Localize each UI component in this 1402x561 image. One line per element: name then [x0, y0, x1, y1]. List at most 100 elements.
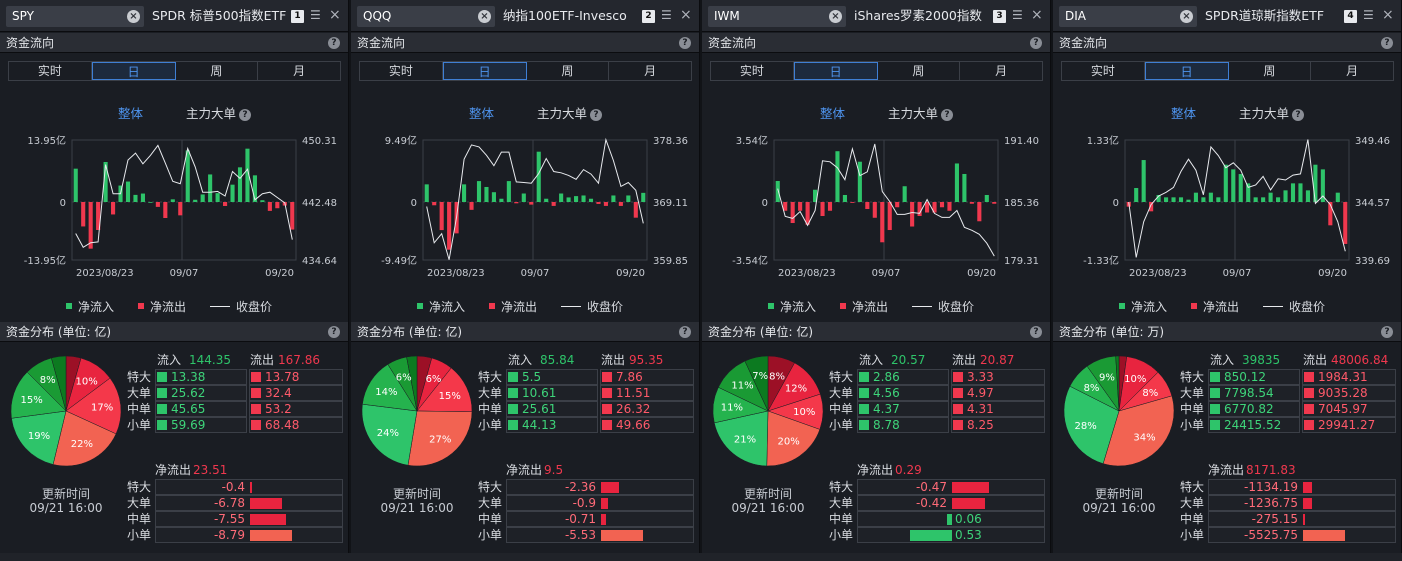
outflow-cell: 7045.97: [1302, 401, 1396, 417]
period-tab-3[interactable]: 月: [293, 64, 306, 78]
pie-slice: [1063, 385, 1120, 464]
outflow-cell-bar: [602, 420, 612, 430]
period-tab-0[interactable]: 实时: [1062, 62, 1145, 80]
flow-bar: [984, 194, 989, 202]
legend-close-line: [912, 306, 932, 307]
flow-bar: [566, 197, 571, 202]
legend-outflow-label: 净流出: [501, 300, 538, 314]
period-tab-2[interactable]: 周: [1229, 62, 1312, 80]
settings-sliders-icon[interactable]: ☰: [1363, 8, 1374, 22]
symbol-input[interactable]: QQQ ×: [357, 6, 495, 27]
fund-flow-chart: 9.49亿 0 -9.49亿 378.36 369.11 359.85 2023/08/23…: [381, 134, 688, 279]
flow-bar: [1231, 169, 1236, 202]
x-tick: 2023/08/23: [778, 268, 836, 279]
mode-overall-tab[interactable]: 整体: [1171, 106, 1197, 121]
outflow-cell-bar: [1304, 388, 1314, 398]
help-icon[interactable]: ?: [1292, 109, 1305, 121]
flow-bar: [447, 202, 452, 250]
clear-icon[interactable]: ×: [127, 10, 140, 23]
clear-icon[interactable]: ×: [829, 10, 842, 23]
symbol-text: DIA: [1065, 9, 1086, 23]
pie-label: 15%: [439, 391, 461, 402]
period-tab-1[interactable]: 日: [1144, 62, 1229, 80]
mode-main-tab[interactable]: 主力大单?: [186, 103, 252, 122]
period-tab-0[interactable]: 实时: [711, 62, 794, 80]
panel-index-badge: 3: [993, 10, 1006, 23]
etf-panel-dia: DIA × SPDR道琼斯指数ETF 4 ☰ × 资金流向? 实时日周 月整体 主力大单? 1.33…: [1053, 0, 1402, 561]
symbol-input[interactable]: DIA ×: [1059, 6, 1197, 27]
inflow-cell-value: 10.61: [522, 386, 557, 400]
close-icon[interactable]: ×: [329, 7, 341, 23]
chart-legend: 净流入 净流出 收盘价: [0, 299, 349, 315]
flow-bar: [805, 202, 810, 225]
flow-bar: [887, 202, 892, 231]
legend-outflow: 净流出: [489, 299, 537, 315]
x-tick: 2023/08/23: [1129, 268, 1187, 279]
flow-bar: [193, 199, 198, 202]
help-icon[interactable]: ?: [679, 37, 691, 49]
symbol-input[interactable]: IWM ×: [708, 6, 846, 27]
help-icon[interactable]: ?: [941, 109, 954, 121]
help-icon[interactable]: ?: [328, 326, 340, 338]
settings-sliders-icon[interactable]: ☰: [310, 8, 321, 22]
help-icon[interactable]: ?: [679, 326, 691, 338]
settings-sliders-icon[interactable]: ☰: [1012, 8, 1023, 22]
inflow-cell: 13.38: [155, 369, 247, 385]
mode-main-tab[interactable]: 主力大单?: [888, 103, 954, 122]
help-icon[interactable]: ?: [239, 109, 252, 121]
symbol-input[interactable]: SPY ×: [6, 6, 144, 27]
outflow-total: 流出 95.35: [601, 351, 663, 368]
y-left-tick: 13.95亿: [27, 134, 66, 147]
legend-outflow-swatch: [138, 303, 144, 309]
help-icon[interactable]: ?: [590, 109, 603, 121]
period-tab-1[interactable]: 日: [793, 62, 878, 80]
period-tab-3[interactable]: 月: [644, 64, 657, 78]
close-price-line: [426, 137, 644, 260]
mode-main-tab[interactable]: 主力大单?: [1239, 103, 1305, 122]
flow-bar: [895, 202, 900, 208]
flow-bar: [81, 202, 86, 227]
period-tab-2[interactable]: 周: [527, 62, 610, 80]
outflow-cell-value: 13.78: [265, 370, 300, 384]
clear-icon[interactable]: ×: [478, 10, 491, 23]
mode-overall-tab[interactable]: 整体: [118, 106, 144, 121]
flow-bar: [155, 202, 160, 207]
close-icon[interactable]: ×: [1382, 7, 1394, 23]
x-tick: 09/20: [967, 268, 996, 279]
close-icon[interactable]: ×: [680, 7, 692, 23]
flow-bar: [633, 202, 638, 218]
flow-bar: [506, 181, 511, 202]
row-label: 特大: [829, 370, 854, 384]
mode-overall-tab[interactable]: 整体: [820, 106, 846, 121]
period-tab-0[interactable]: 实时: [9, 62, 92, 80]
settings-sliders-icon[interactable]: ☰: [661, 8, 672, 22]
period-tab-0[interactable]: 实时: [360, 62, 443, 80]
close-icon[interactable]: ×: [1031, 7, 1043, 23]
period-tab-1[interactable]: 日: [91, 62, 176, 80]
dist-unit: 亿: [796, 325, 809, 339]
update-time-value: 09/21 16:00: [380, 501, 454, 515]
period-tab-2[interactable]: 周: [176, 62, 259, 80]
mode-overall-tab[interactable]: 整体: [469, 106, 495, 121]
inflow-value: 39835: [1242, 353, 1281, 367]
help-icon[interactable]: ?: [1381, 326, 1393, 338]
period-tab-2[interactable]: 周: [878, 62, 961, 80]
net-outflow-total: 净流出 23.51: [155, 461, 227, 478]
period-tab-1[interactable]: 日: [442, 62, 527, 80]
flow-bar: [969, 202, 974, 204]
net-flow-bar: [601, 498, 608, 509]
help-icon[interactable]: ?: [1030, 37, 1042, 49]
pie-label: 21%: [734, 435, 756, 446]
row-label: 特大: [1180, 370, 1205, 384]
row-label: 中单: [1180, 402, 1205, 416]
period-tab-3[interactable]: 月: [995, 64, 1008, 78]
legend-outflow: 净流出: [1191, 299, 1239, 315]
y-left-tick: -3.54亿: [732, 254, 768, 267]
period-tab-3[interactable]: 月: [1346, 64, 1359, 78]
help-icon[interactable]: ?: [1381, 37, 1393, 49]
help-icon[interactable]: ?: [328, 37, 340, 49]
mode-main-tab[interactable]: 主力大单?: [537, 103, 603, 122]
help-icon[interactable]: ?: [1030, 326, 1042, 338]
clear-icon[interactable]: ×: [1180, 10, 1193, 23]
row-label: 中单: [127, 402, 152, 416]
